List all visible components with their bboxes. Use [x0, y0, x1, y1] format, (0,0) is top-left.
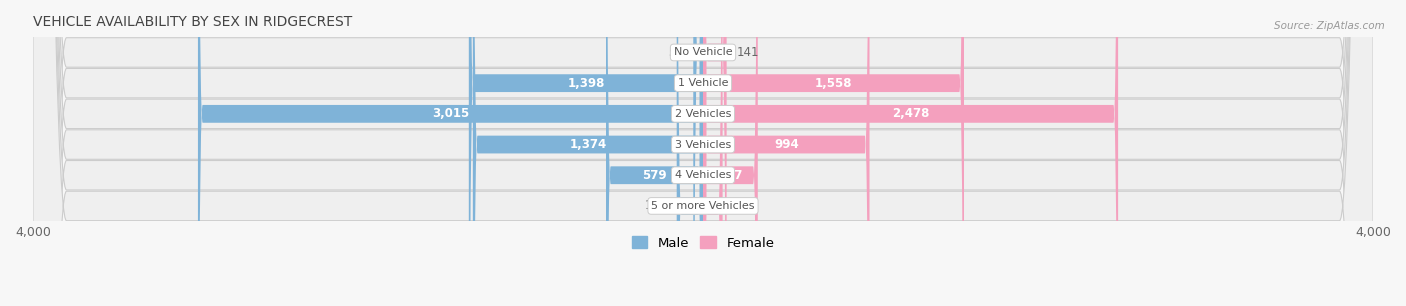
- Text: 579: 579: [643, 169, 666, 182]
- Text: Source: ZipAtlas.com: Source: ZipAtlas.com: [1274, 21, 1385, 32]
- Text: 3,015: 3,015: [432, 107, 470, 120]
- FancyBboxPatch shape: [703, 0, 723, 306]
- FancyBboxPatch shape: [198, 0, 703, 306]
- Text: 58: 58: [668, 46, 683, 59]
- FancyBboxPatch shape: [32, 0, 1374, 306]
- FancyBboxPatch shape: [703, 0, 869, 306]
- Text: 3 Vehicles: 3 Vehicles: [675, 140, 731, 150]
- Text: 5 or more Vehicles: 5 or more Vehicles: [651, 201, 755, 211]
- FancyBboxPatch shape: [703, 0, 965, 306]
- FancyBboxPatch shape: [32, 0, 1374, 306]
- Text: 1,398: 1,398: [567, 77, 605, 90]
- Text: 327: 327: [718, 169, 742, 182]
- Text: 141: 141: [737, 46, 759, 59]
- FancyBboxPatch shape: [703, 0, 758, 306]
- Text: 1,558: 1,558: [814, 77, 852, 90]
- FancyBboxPatch shape: [32, 0, 1374, 306]
- FancyBboxPatch shape: [703, 0, 727, 306]
- FancyBboxPatch shape: [703, 0, 1118, 306]
- Text: 1,374: 1,374: [569, 138, 606, 151]
- FancyBboxPatch shape: [32, 0, 1374, 306]
- Text: VEHICLE AVAILABILITY BY SEX IN RIDGECREST: VEHICLE AVAILABILITY BY SEX IN RIDGECRES…: [32, 15, 352, 29]
- FancyBboxPatch shape: [606, 0, 703, 306]
- Text: 2 Vehicles: 2 Vehicles: [675, 109, 731, 119]
- FancyBboxPatch shape: [32, 0, 1374, 306]
- FancyBboxPatch shape: [676, 0, 703, 306]
- Text: 117: 117: [733, 200, 755, 212]
- Legend: Male, Female: Male, Female: [626, 231, 780, 255]
- FancyBboxPatch shape: [693, 0, 703, 306]
- Text: 157: 157: [644, 200, 666, 212]
- Text: No Vehicle: No Vehicle: [673, 47, 733, 58]
- Text: 994: 994: [773, 138, 799, 151]
- FancyBboxPatch shape: [468, 0, 703, 306]
- Text: 1 Vehicle: 1 Vehicle: [678, 78, 728, 88]
- Text: 4 Vehicles: 4 Vehicles: [675, 170, 731, 180]
- FancyBboxPatch shape: [472, 0, 703, 306]
- Text: 2,478: 2,478: [891, 107, 929, 120]
- FancyBboxPatch shape: [32, 0, 1374, 306]
